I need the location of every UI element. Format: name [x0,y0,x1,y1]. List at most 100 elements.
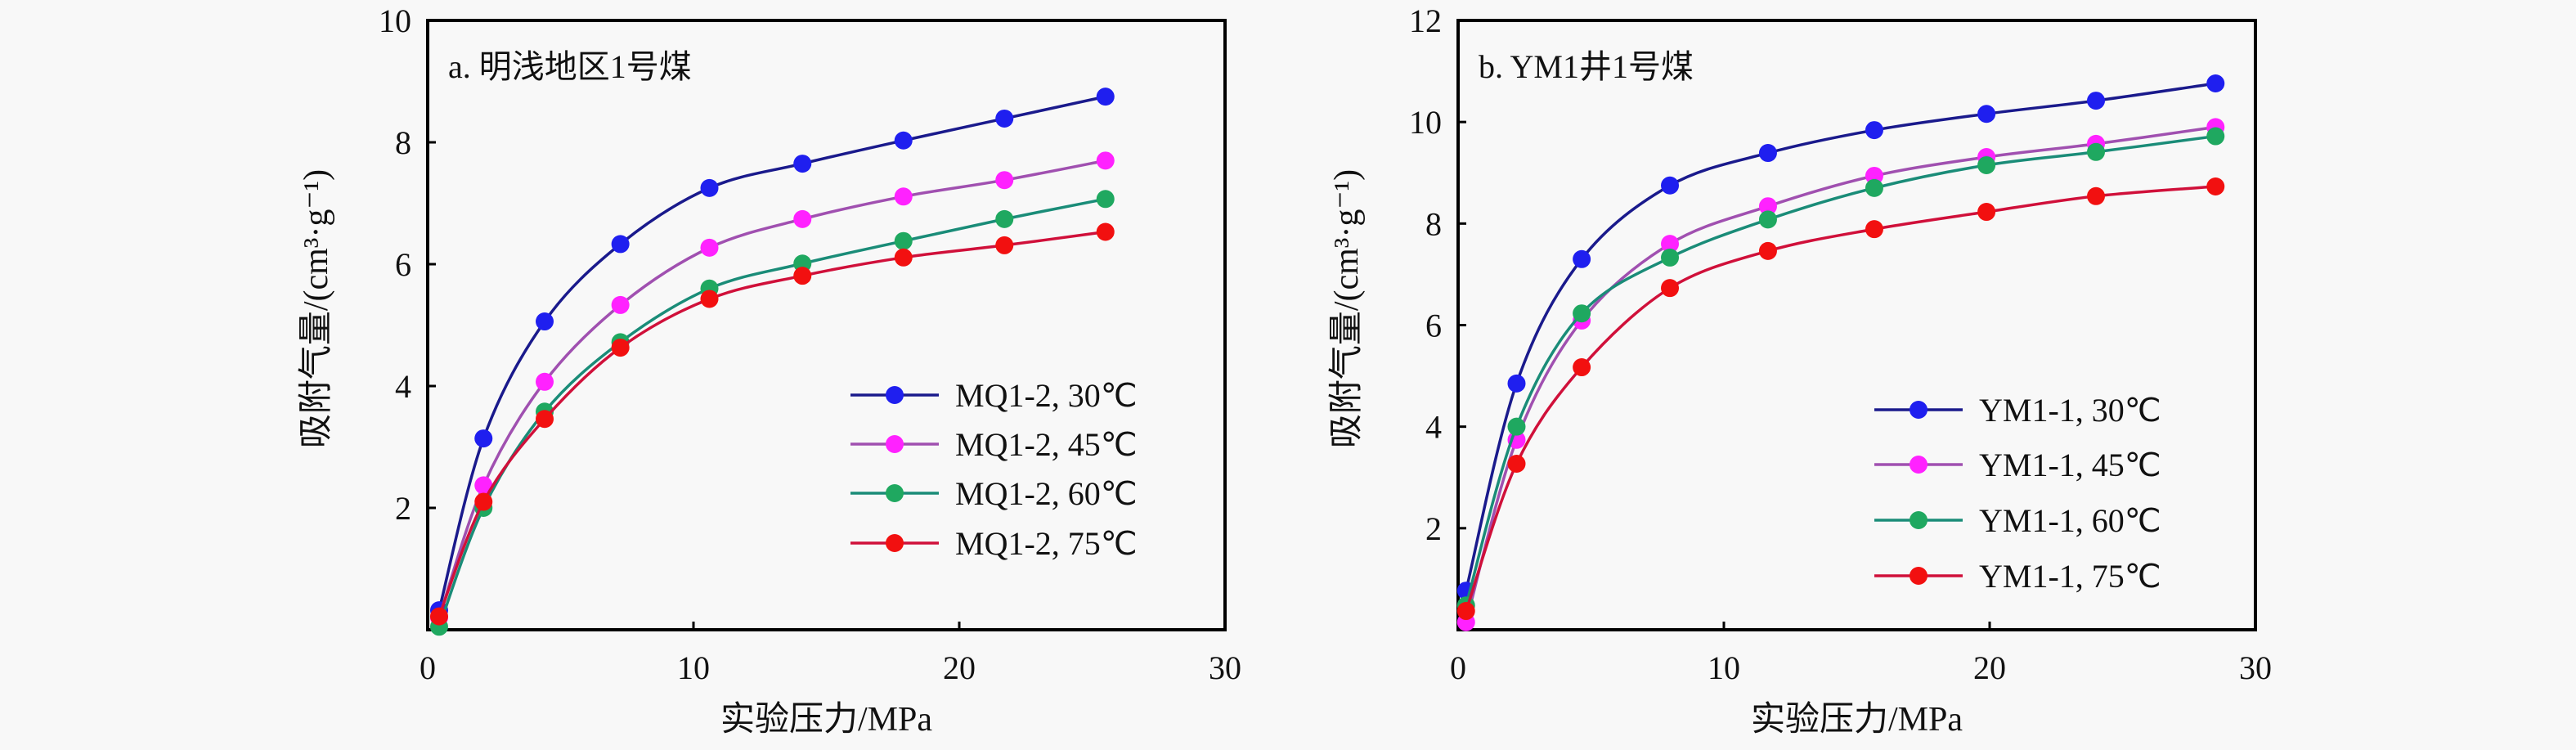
panel-title: a. 明浅地区1号煤 [448,48,692,85]
legend-marker [886,435,904,453]
legend-label: MQ1-2, 45℃ [955,426,1138,463]
legend-marker [1910,456,1928,474]
data-point [793,209,812,228]
data-point [474,492,493,511]
legend-label: YM1-1, 30℃ [1979,392,2161,429]
data-point [2087,142,2105,161]
data-point [1507,374,1526,393]
data-point [474,429,493,448]
x-tick-label: 0 [1450,649,1466,686]
legend-entry: YM1-1, 60℃ [1874,502,2161,539]
data-point [611,235,630,254]
data-point [2087,186,2105,205]
data-point [700,178,719,197]
x-tick-label: 20 [1973,649,2006,686]
x-axis-label: 实验压力/MPa [720,700,932,739]
data-point [894,131,913,150]
data-point [1977,105,1996,124]
data-point [536,372,554,391]
legend-marker [886,386,904,404]
y-tick-label: 6 [395,246,411,283]
data-point [429,607,448,626]
legend-entry: MQ1-2, 60℃ [850,475,1138,512]
data-point [1865,220,1883,239]
plot-frame [426,19,1227,631]
data-point [1573,358,1591,377]
y-axis-label: 吸附气量/(cm³·g⁻¹) [298,169,335,448]
legend-marker [1910,511,1928,529]
data-point [2206,74,2225,92]
legend-label: YM1-1, 60℃ [1979,502,2161,539]
data-point [995,209,1014,228]
data-point [995,171,1014,190]
y-tick-label: 8 [395,124,411,161]
data-point [995,236,1014,254]
data-point [1507,454,1526,473]
series-3 [1456,177,2225,621]
x-tick-label: 30 [2239,649,2272,686]
data-point [1758,144,1777,163]
data-point [700,238,719,257]
legend-label: YM1-1, 45℃ [1979,447,2161,483]
data-point [474,476,493,495]
data-point [1456,602,1475,621]
y-tick-label: 10 [379,2,411,39]
data-point [1758,210,1777,229]
legend-label: MQ1-2, 30℃ [955,377,1138,414]
data-point [536,312,554,331]
x-axis-label: 实验压力/MPa [1751,700,1963,739]
legend-label: YM1-1, 75℃ [1979,558,2161,595]
data-point [894,231,913,250]
data-point [1096,190,1115,209]
legend-entry: YM1-1, 45℃ [1874,447,2161,483]
series-line [438,95,1106,611]
legend-marker [1910,567,1928,585]
data-point [700,290,719,308]
legend-marker [886,534,904,552]
legend-entry: MQ1-2, 45℃ [850,426,1138,463]
data-point [1865,178,1883,197]
data-point [1661,248,1680,267]
data-point [894,187,913,206]
y-tick-label: 4 [395,368,411,405]
x-tick-label: 0 [420,649,436,686]
data-point [1977,203,1996,222]
data-point [1661,176,1680,195]
legend-entry: MQ1-2, 30℃ [850,377,1138,414]
data-point [894,248,913,267]
data-point [536,410,554,429]
legend-label: MQ1-2, 60℃ [955,475,1138,512]
legend-marker [886,484,904,502]
data-point [1758,241,1777,260]
y-tick-label: 8 [1425,205,1442,242]
data-point [1758,197,1777,216]
legend-entry: YM1-1, 30℃ [1874,392,2161,429]
y-tick-label: 4 [1425,409,1442,446]
data-point [1096,151,1115,170]
data-point [995,109,1014,128]
data-point [793,155,812,173]
panel-a: 0 10 20 30 2 4 6 8 10 实验压力/MPa 吸附气量/(cm³·g⁻¹) a. 明浅… [298,2,1241,739]
data-point [1096,222,1115,241]
legend-entry: YM1-1, 75℃ [1874,558,2161,595]
legend-entry: MQ1-2, 75℃ [850,525,1138,562]
y-tick-label: 12 [1409,2,1442,39]
series-0 [1456,74,2225,600]
data-point [1507,417,1526,436]
series-3 [429,222,1115,626]
data-point [1096,88,1115,106]
x-tick-label: 20 [943,649,976,686]
legend-label: MQ1-2, 75℃ [955,525,1138,562]
data-point [611,295,630,314]
y-tick-label: 6 [1425,308,1442,344]
data-point [1661,235,1680,254]
y-tick-label: 2 [1425,510,1442,547]
panel-title: b. YM1井1号煤 [1479,48,1694,85]
panel-b: 0 10 20 30 2 4 6 8 10 12 实验压力/MPa 吸附气量/(cm³·g⁻¹) b. … [1328,2,2272,739]
data-point [2206,127,2225,146]
data-point [1573,249,1591,268]
x-tick-label: 30 [1209,649,1241,686]
y-axis-label: 吸附气量/(cm³·g⁻¹) [1328,169,1366,448]
plot-frame [1456,19,2257,631]
